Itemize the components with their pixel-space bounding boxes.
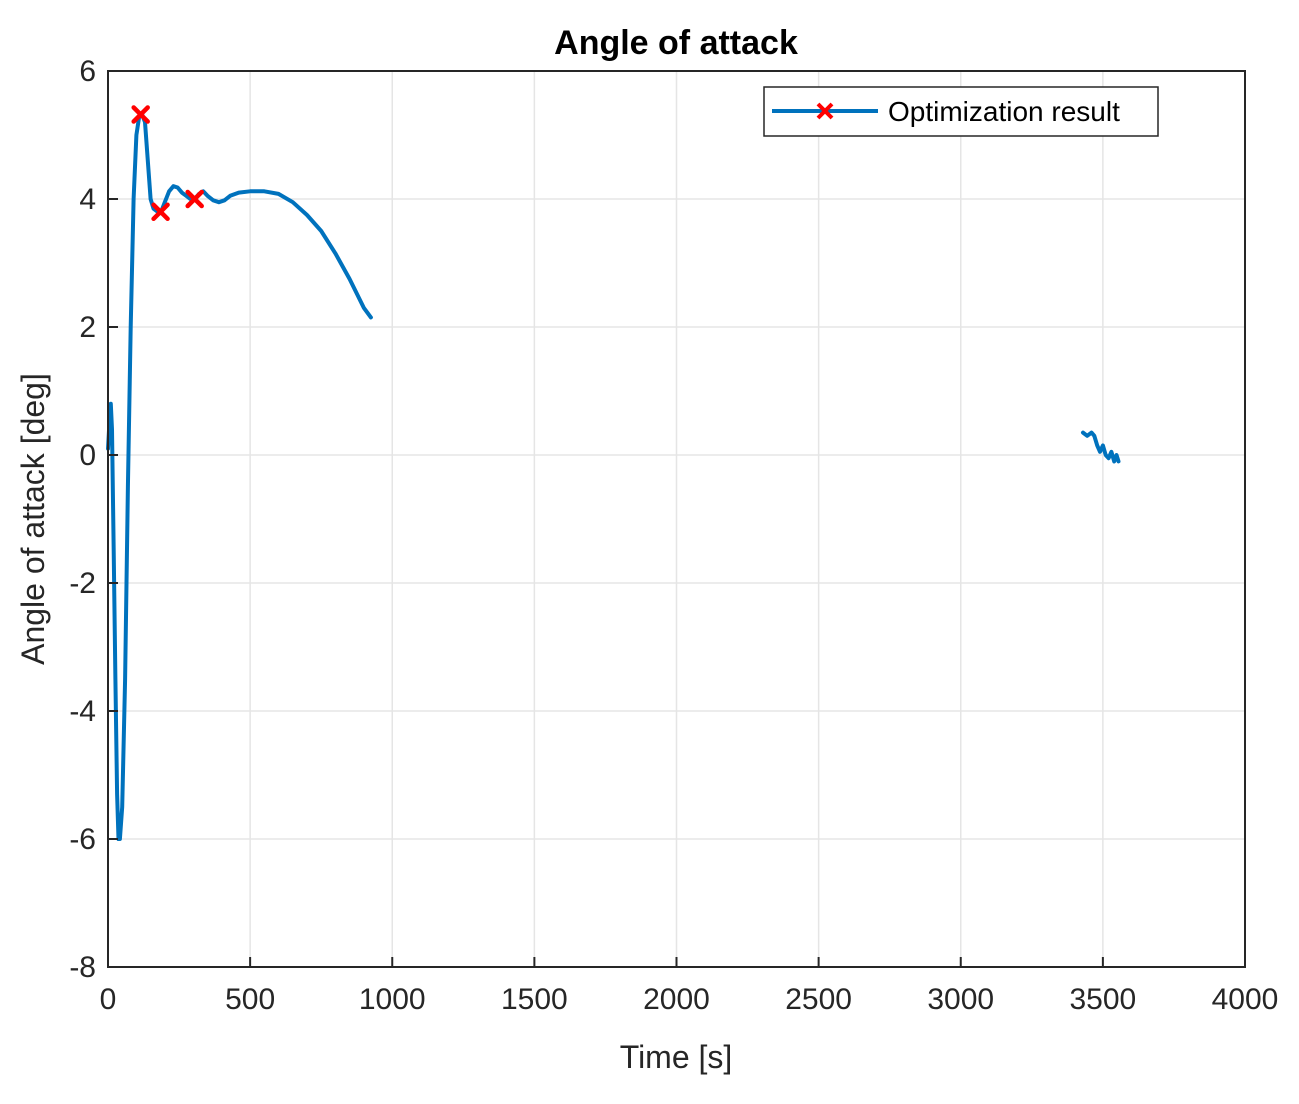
x-tick-label: 1000 — [359, 983, 426, 1016]
data-point-marker — [131, 105, 150, 124]
y-axis-label: Angle of attack [deg] — [15, 373, 51, 665]
legend-label: Optimization result — [888, 96, 1120, 127]
x-tick-label: 2500 — [785, 983, 852, 1016]
legend-marker-sample — [816, 102, 834, 120]
y-tick-label: 6 — [79, 55, 96, 88]
y-tick-labels: -8 -6 -4 -2 0 2 4 6 — [69, 55, 96, 984]
x-tick-label: 1500 — [501, 983, 568, 1016]
y-tick-label: 0 — [79, 439, 96, 472]
series-line — [106, 112, 373, 841]
y-tick-label: -2 — [69, 567, 96, 600]
series-line — [1081, 430, 1121, 464]
y-tick-label: -6 — [69, 823, 96, 856]
data-layer — [106, 105, 1121, 841]
x-tick-label: 0 — [100, 983, 117, 1016]
x-tick-label: 500 — [225, 983, 275, 1016]
grid-lines — [108, 71, 1245, 967]
tick-marks — [107, 70, 1246, 968]
x-tick-label: 4000 — [1212, 983, 1279, 1016]
y-tick-label: -8 — [69, 951, 96, 984]
chart-title: Angle of attack — [554, 24, 798, 62]
x-tick-labels: 0 500 1000 1500 2000 2500 3000 3500 4000 — [100, 983, 1279, 1016]
x-tick-label: 3500 — [1070, 983, 1137, 1016]
y-tick-label: 4 — [79, 183, 96, 216]
legend: Optimization result — [763, 86, 1159, 137]
x-tick-label: 2000 — [643, 983, 710, 1016]
x-axis-label: Time [s] — [620, 1039, 733, 1075]
y-tick-label: 2 — [79, 311, 96, 344]
data-point-marker — [151, 202, 170, 222]
y-tick-label: -4 — [69, 695, 96, 728]
x-tick-label: 3000 — [927, 983, 994, 1016]
data-point-marker — [185, 189, 204, 209]
